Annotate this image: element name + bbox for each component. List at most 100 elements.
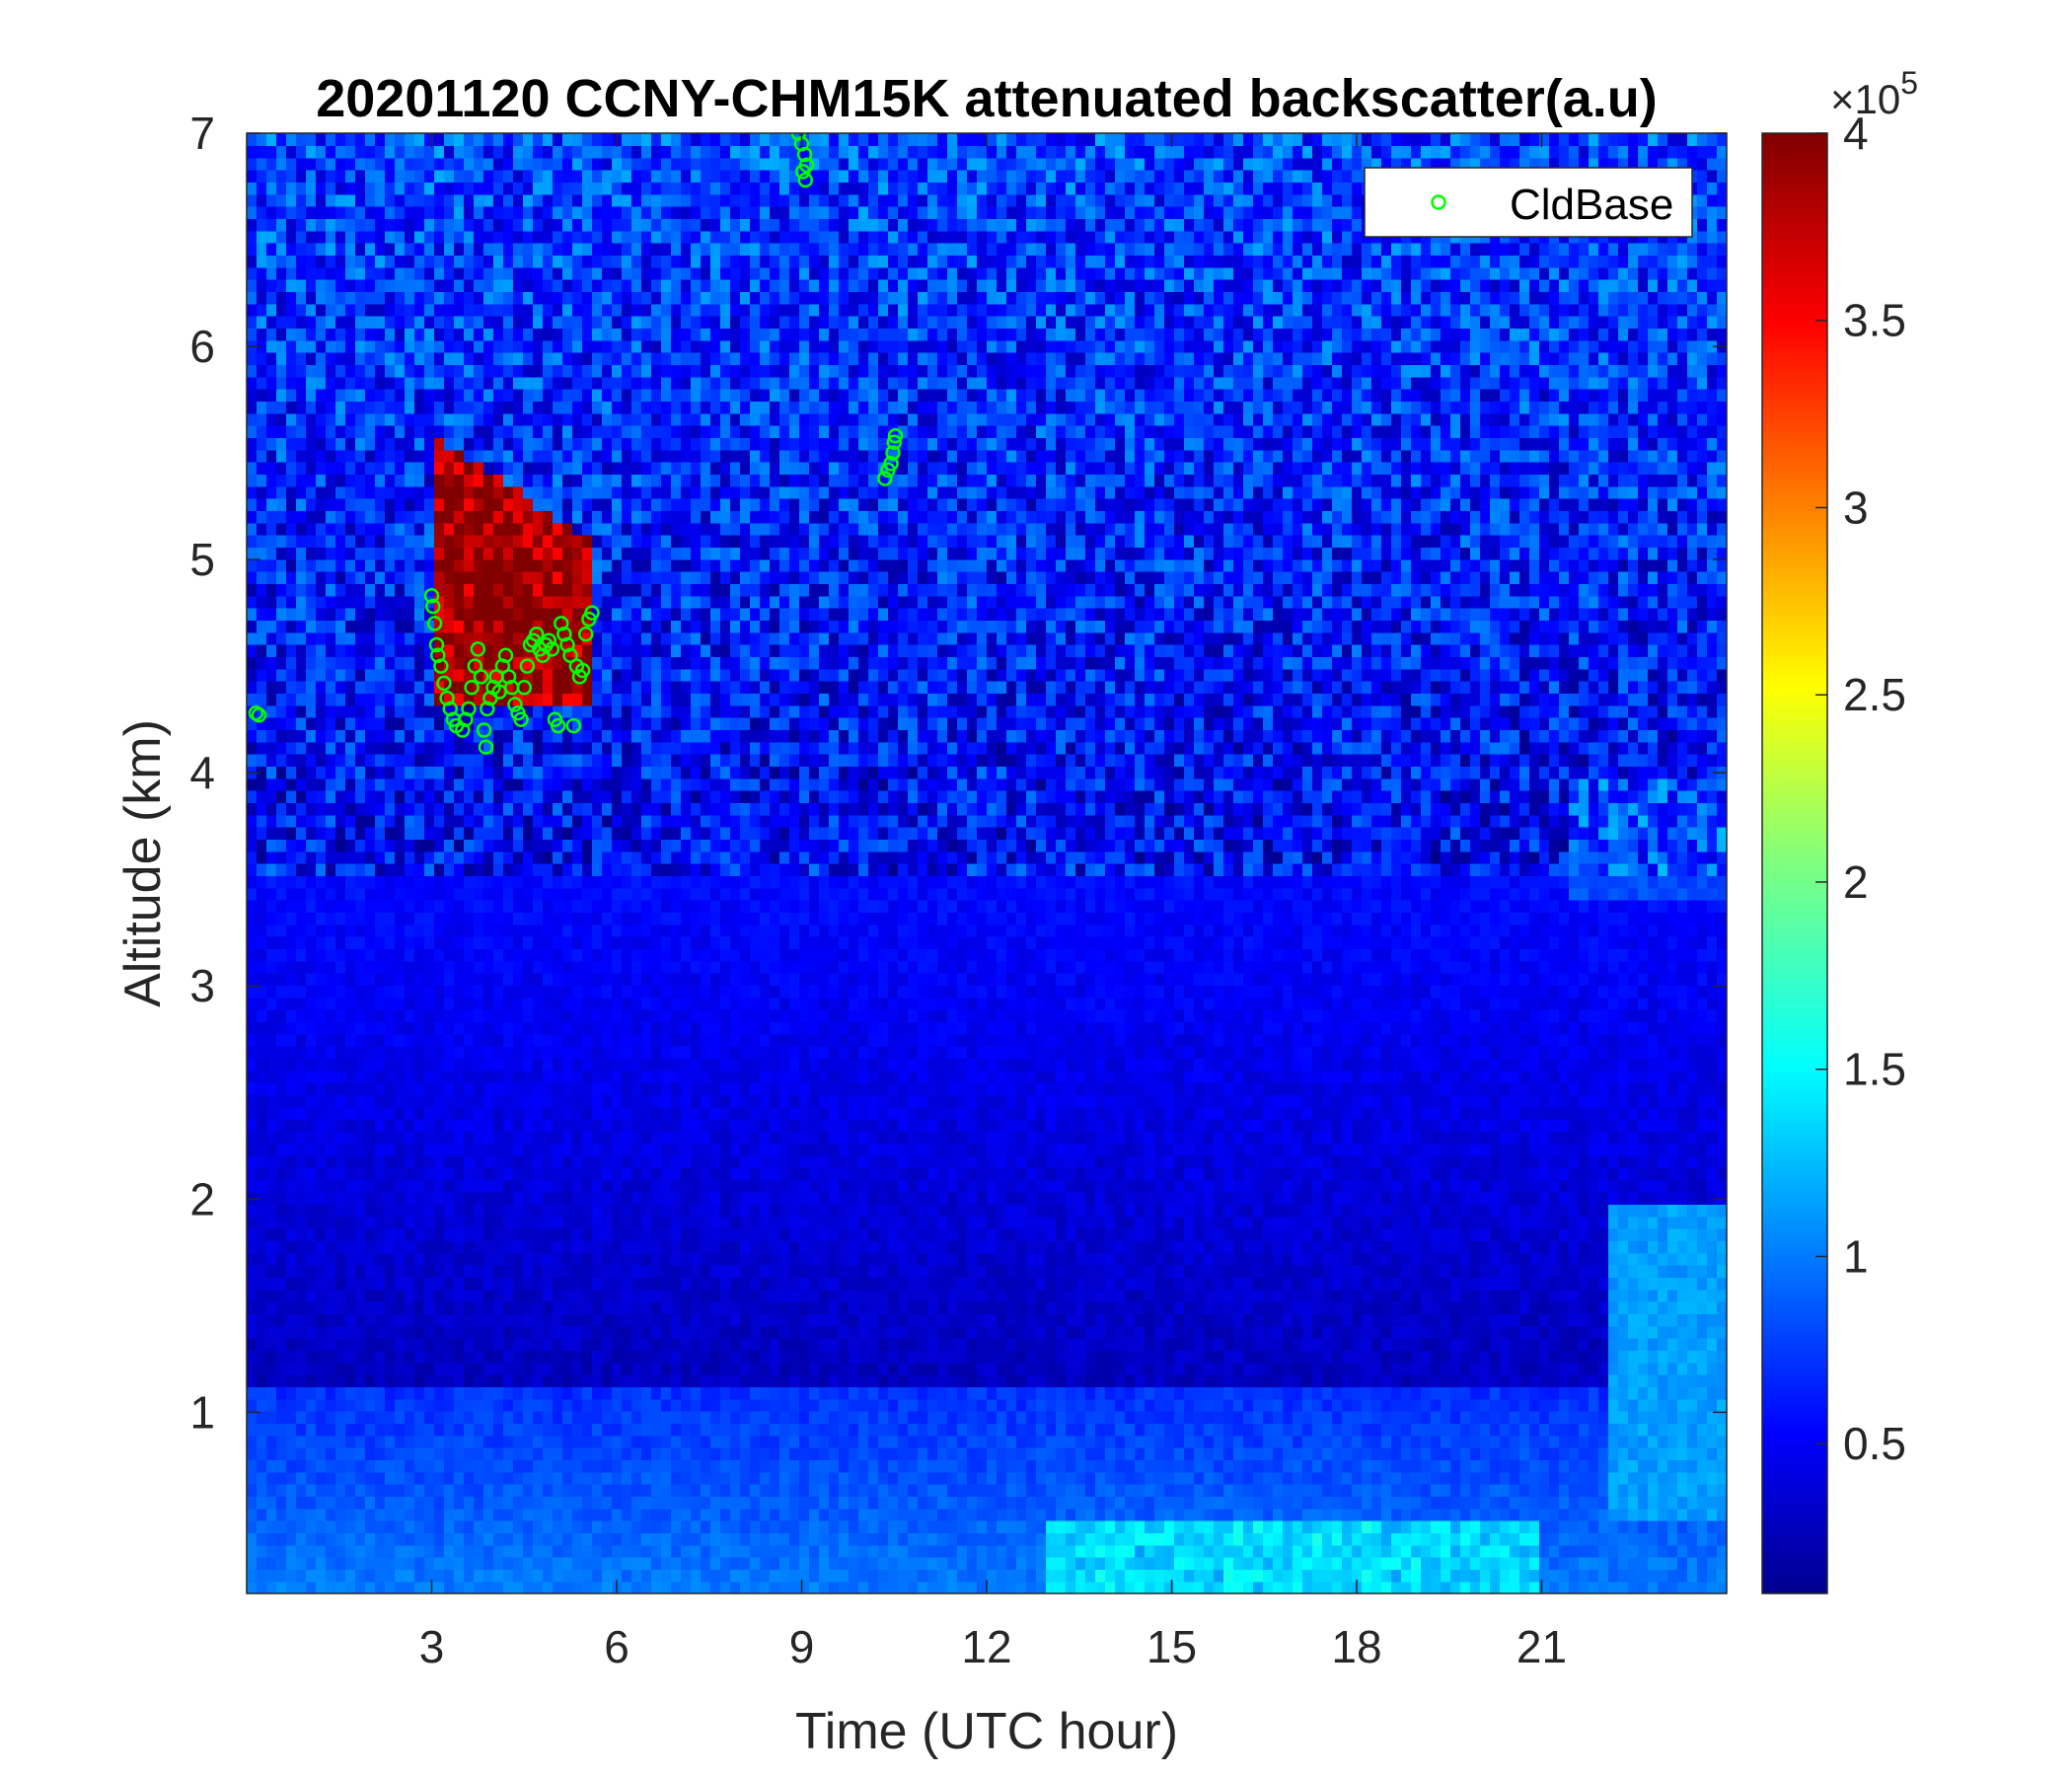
heatmap-cell — [1589, 1252, 1599, 1266]
heatmap-cell — [681, 1398, 692, 1412]
heatmap-cell — [1164, 1240, 1175, 1254]
heatmap-cell — [1342, 1398, 1353, 1412]
heatmap-cell — [266, 1484, 277, 1497]
heatmap-cell — [503, 1532, 514, 1546]
heatmap-cell — [888, 1398, 899, 1412]
heatmap-cell — [1460, 1313, 1471, 1327]
heatmap-cell — [750, 1447, 761, 1460]
heatmap-cell — [1233, 1508, 1244, 1521]
heatmap-cell — [927, 1240, 938, 1254]
heatmap-cell — [1312, 1569, 1323, 1583]
heatmap-cell — [681, 1484, 692, 1497]
heatmap-cell — [405, 1301, 415, 1314]
heatmap-cell — [1618, 1411, 1629, 1424]
heatmap-cell — [868, 1544, 879, 1558]
heatmap-cell — [878, 1508, 889, 1521]
heatmap-cell — [1184, 1289, 1195, 1302]
heatmap-cell — [434, 1484, 445, 1497]
heatmap-cell — [1263, 1204, 1274, 1218]
heatmap-cell — [661, 1569, 672, 1583]
heatmap-cell — [1204, 1252, 1215, 1266]
heatmap-cell — [375, 1289, 386, 1302]
heatmap-cell — [1056, 1313, 1067, 1327]
heatmap-cell — [276, 1325, 287, 1339]
heatmap-cell — [1174, 1484, 1185, 1497]
heatmap-cell — [651, 1216, 662, 1229]
heatmap-cell — [671, 1496, 682, 1510]
heatmap-cell — [1322, 1484, 1333, 1497]
heatmap-cell — [316, 1557, 327, 1570]
heatmap-cell — [1707, 1277, 1718, 1291]
heatmap-cell — [701, 1508, 711, 1521]
heatmap-cell — [1273, 1277, 1284, 1291]
heatmap-cell — [622, 1192, 632, 1205]
heatmap-cell — [1174, 1277, 1185, 1291]
heatmap-cell — [1519, 1447, 1530, 1460]
heatmap-cell — [1075, 1265, 1086, 1278]
heatmap-cell — [1608, 1459, 1619, 1473]
heatmap-cell — [898, 1459, 909, 1473]
heatmap-cell — [937, 1265, 948, 1278]
heatmap-cell — [888, 1581, 899, 1593]
heatmap-cell — [286, 1228, 297, 1241]
heatmap-cell — [819, 1313, 830, 1327]
heatmap-cell — [385, 1435, 396, 1448]
heatmap-cell — [385, 1508, 396, 1521]
heatmap-cell — [493, 1423, 504, 1437]
heatmap-cell — [335, 1362, 346, 1375]
heatmap-cell — [1648, 1192, 1659, 1205]
heatmap-cell — [651, 1411, 662, 1424]
heatmap-cell — [365, 1301, 376, 1314]
heatmap-cell — [1204, 1386, 1215, 1400]
heatmap-cell — [1658, 1240, 1668, 1254]
heatmap-cell — [1352, 1277, 1363, 1291]
heatmap-cell — [1302, 1265, 1313, 1278]
heatmap-cell — [1174, 1544, 1185, 1558]
heatmap-cell — [1154, 1435, 1165, 1448]
heatmap-cell — [1411, 1447, 1422, 1460]
heatmap-cell — [444, 1471, 455, 1485]
heatmap-cell — [1214, 1484, 1224, 1497]
heatmap-cell — [858, 1471, 869, 1485]
heatmap-cell — [276, 1398, 287, 1412]
heatmap-cell — [513, 1398, 524, 1412]
heatmap-cell — [612, 1386, 623, 1400]
heatmap-cell — [1559, 1265, 1570, 1278]
heatmap-cell — [671, 1374, 682, 1387]
heatmap-cell — [562, 1532, 573, 1546]
heatmap-cell — [1371, 1277, 1382, 1291]
heatmap-cell — [612, 1277, 623, 1291]
heatmap-cell — [997, 1471, 1007, 1485]
heatmap-cell — [1362, 1228, 1372, 1241]
heatmap-cell — [395, 1532, 406, 1546]
heatmap-cell — [1085, 1520, 1096, 1533]
heatmap-cell — [1164, 1508, 1175, 1521]
heatmap-cell — [1095, 1532, 1106, 1546]
heatmap-cell — [997, 1447, 1007, 1460]
heatmap-cell — [1460, 1350, 1471, 1364]
heatmap-cell — [1569, 1496, 1580, 1510]
heatmap-cell — [819, 1325, 830, 1339]
heatmap-cell — [691, 1569, 702, 1583]
heatmap-cell — [424, 1228, 435, 1241]
heatmap-cell — [247, 1325, 258, 1339]
heatmap-cell — [1164, 1192, 1175, 1205]
heatmap-cell — [1450, 1484, 1461, 1497]
heatmap-cell — [819, 1569, 830, 1583]
heatmap-cell — [1717, 1216, 1727, 1229]
heatmap-cell — [631, 1362, 642, 1375]
heatmap-cell — [1056, 1350, 1067, 1364]
heatmap-cell — [1006, 1471, 1017, 1485]
heatmap-cell — [562, 1374, 573, 1387]
heatmap-cell — [385, 1192, 396, 1205]
heatmap-cell — [908, 1228, 919, 1241]
heatmap-cell — [1036, 1313, 1047, 1327]
heatmap-cell — [1411, 1508, 1422, 1521]
heatmap-cell — [967, 1289, 978, 1302]
heatmap-cell — [345, 1471, 356, 1485]
heatmap-cell — [918, 1569, 928, 1583]
heatmap-cell — [740, 1459, 751, 1473]
heatmap-cell — [1223, 1459, 1234, 1473]
heatmap-cell — [276, 1277, 287, 1291]
heatmap-cell — [878, 1216, 889, 1229]
